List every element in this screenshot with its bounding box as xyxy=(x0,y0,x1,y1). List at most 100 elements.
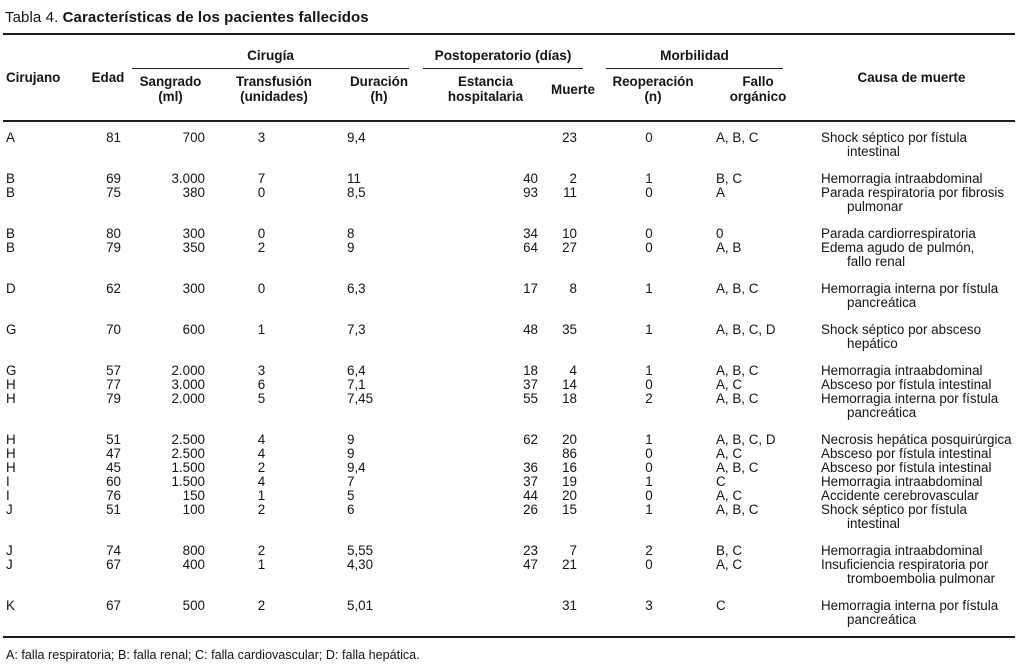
cause-line2: pancreática xyxy=(847,405,917,420)
cell-fallo: B, C xyxy=(716,171,743,186)
cell-reoperacion: 2 xyxy=(645,543,653,558)
cell-edad: 74 xyxy=(106,543,121,558)
cause-line1: Absceso por fístula intestinal xyxy=(821,446,992,461)
cell-duracion: 6,4 xyxy=(347,363,366,378)
table-row: J 74 800 2 5,55 23 7 2 B, C Hemorragia i… xyxy=(3,531,1015,558)
cell-reoperacion: 1 xyxy=(645,474,653,489)
cell-duracion: 4,30 xyxy=(347,557,374,572)
cell-reoperacion: 0 xyxy=(645,226,653,241)
cell-muerte: 11 xyxy=(563,185,577,200)
cell-fallo: A, B xyxy=(716,240,742,255)
cell-fallo: A, C xyxy=(716,446,743,461)
cell-cirujano: K xyxy=(6,598,15,613)
header-group-cirugia: Cirugía xyxy=(128,34,423,69)
table-row: H 47 2.500 4 9 86 0 A, C Absceso por fís… xyxy=(3,447,1015,461)
cell-cirujano: H xyxy=(6,432,16,447)
header-group-postoperatorio: Postoperatorio (días) xyxy=(423,34,598,69)
cell-muerte: 31 xyxy=(562,598,577,613)
table-row: H 51 2.500 4 9 62 20 1 A, B, C, D Necros… xyxy=(3,420,1015,447)
header-muerte: Muerte xyxy=(551,81,595,97)
cell-cirujano: A xyxy=(6,130,15,145)
cause-line1: Shock séptico por fístula xyxy=(821,502,967,517)
cell-fallo: A, C xyxy=(716,377,743,392)
cell-muerte: 4 xyxy=(569,363,577,378)
table-header: Cirujano Edad Cirugía Postoperatorio (dí… xyxy=(3,34,1016,121)
cell-estancia: 62 xyxy=(523,432,538,447)
cell-edad: 75 xyxy=(106,185,121,200)
header-duracion: Duración (h) xyxy=(335,69,423,121)
table-row: J 51 100 2 6 26 15 1 A, B, C Shock sépti… xyxy=(3,503,1015,531)
cell-muerte: 20 xyxy=(562,432,577,447)
cell-causa: Shock séptico por absceso hepático xyxy=(808,310,1015,351)
cell-transfusion: 1 xyxy=(257,322,266,337)
cell-transfusion: 1 xyxy=(257,557,266,572)
header-estancia-line1: Estancia xyxy=(457,74,514,89)
cell-estancia: 23 xyxy=(523,543,538,558)
cell-fallo: A, B, C xyxy=(716,460,759,475)
cell-duracion: 8 xyxy=(347,226,355,241)
cell-sangrado: 2.000 xyxy=(171,391,205,406)
cell-cirujano: B xyxy=(6,171,15,186)
cell-fallo: A, C xyxy=(716,557,743,572)
cell-estancia: 34 xyxy=(523,226,538,241)
cell-muerte: 8 xyxy=(569,281,577,296)
header-estancia-line2: hospitalaria xyxy=(447,89,524,104)
cell-sangrado: 500 xyxy=(182,598,205,613)
cell-reoperacion: 1 xyxy=(645,363,653,378)
cell-cirujano: I xyxy=(6,474,10,489)
cell-reoperacion: 0 xyxy=(645,460,653,475)
cell-duracion: 6,3 xyxy=(347,281,366,296)
cell-fallo: A, B, C xyxy=(716,130,759,145)
cell-fallo: A, B, C, D xyxy=(716,322,776,337)
cell-muerte: 7 xyxy=(569,543,577,558)
cause-line1: Hemorragia interna por fístula xyxy=(821,598,999,613)
table-row: D 62 300 0 6,3 17 8 1 A, B, C Hemorragia… xyxy=(3,269,1015,310)
cell-cirujano: G xyxy=(6,363,17,378)
cell-sangrado: 3.000 xyxy=(171,171,205,186)
header-transfusion-line2: (unidades) xyxy=(240,89,308,104)
cell-cirujano: I xyxy=(6,488,10,503)
cell-duracion: 7,45 xyxy=(347,391,374,406)
cell-duracion: 9 xyxy=(347,446,355,461)
table-title-main: Características de los pacientes falleci… xyxy=(62,9,369,26)
cell-reoperacion: 2 xyxy=(645,391,653,406)
cell-estancia: 18 xyxy=(523,363,538,378)
cause-line1: Parada respiratoria por fibrosis xyxy=(821,185,1005,200)
cell-cirujano: D xyxy=(6,281,16,296)
cell-muerte: 10 xyxy=(562,226,577,241)
cell-transfusion: 4 xyxy=(257,432,266,447)
cell-edad: 51 xyxy=(106,502,121,517)
cell-cirujano: H xyxy=(6,391,16,406)
cell-transfusion: 6 xyxy=(257,377,266,392)
cell-muerte: 35 xyxy=(562,322,577,337)
cell-reoperacion: 0 xyxy=(645,446,653,461)
table-row: H 45 1.500 2 9,4 36 16 0 A, B, C Absceso… xyxy=(3,461,1015,475)
cell-edad: 69 xyxy=(106,171,121,186)
cell-causa: Necrosis hepática posquirúrgica xyxy=(808,420,1015,447)
header-fallo-line2: orgánico xyxy=(729,89,787,104)
cell-reoperacion: 0 xyxy=(645,557,653,572)
cause-line2: fallo renal xyxy=(847,254,906,269)
cell-edad: 79 xyxy=(106,391,121,406)
cell-muerte: 21 xyxy=(562,557,577,572)
cell-cirujano: H xyxy=(6,460,16,475)
cell-sangrado: 300 xyxy=(182,226,205,241)
table-row: B 79 350 2 9 64 27 0 A, B Edema agudo de… xyxy=(3,241,1015,269)
cell-edad: 62 xyxy=(106,281,121,296)
cell-estancia: 40 xyxy=(523,171,538,186)
header-fallo: Fallo orgánico xyxy=(708,69,808,121)
cell-causa: Absceso por fístula intestinal xyxy=(808,447,1015,461)
cause-line1: Absceso por fístula intestinal xyxy=(821,377,992,392)
cell-transfusion: 3 xyxy=(257,130,266,145)
header-estancia: Estancia hospitalaria xyxy=(423,69,548,121)
cell-muerte: 18 xyxy=(562,391,577,406)
cell-fallo: A, B, C xyxy=(716,363,759,378)
cell-sangrado: 350 xyxy=(182,240,205,255)
cell-reoperacion: 1 xyxy=(645,432,653,447)
cell-transfusion: 0 xyxy=(257,226,266,241)
cell-transfusion: 5 xyxy=(257,391,266,406)
cell-sangrado: 2.500 xyxy=(171,446,205,461)
table-row: H 77 3.000 6 7,1 37 14 0 A, C Absceso po… xyxy=(3,378,1015,392)
cell-estancia: 48 xyxy=(523,322,538,337)
header-edad: Edad xyxy=(91,70,125,85)
